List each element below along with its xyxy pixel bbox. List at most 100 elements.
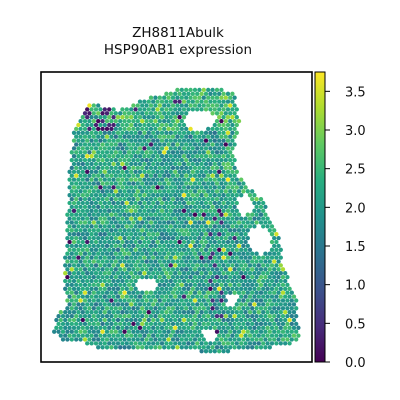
spot bbox=[76, 216, 81, 221]
spot bbox=[195, 91, 200, 96]
spot bbox=[80, 208, 85, 213]
spot bbox=[276, 251, 281, 256]
spot bbox=[78, 181, 83, 186]
spot bbox=[76, 294, 81, 299]
spot bbox=[146, 185, 151, 190]
spot bbox=[225, 239, 231, 245]
spot bbox=[208, 302, 213, 307]
spot bbox=[80, 146, 85, 151]
spot bbox=[184, 150, 189, 155]
spot bbox=[280, 274, 286, 280]
spot bbox=[192, 313, 198, 319]
spot bbox=[232, 337, 237, 342]
spot bbox=[195, 239, 200, 245]
spot bbox=[155, 263, 160, 268]
spot bbox=[177, 138, 182, 143]
spot bbox=[107, 107, 112, 112]
spot bbox=[164, 208, 169, 213]
spot bbox=[113, 220, 118, 225]
spot bbox=[181, 200, 187, 206]
spot bbox=[155, 333, 160, 338]
spot bbox=[232, 142, 237, 147]
spot bbox=[243, 317, 248, 323]
spot bbox=[258, 196, 264, 202]
spot bbox=[100, 235, 105, 241]
spot bbox=[144, 235, 149, 241]
spot bbox=[250, 220, 255, 225]
spot bbox=[91, 267, 96, 272]
spot bbox=[159, 302, 165, 307]
spot bbox=[236, 298, 242, 303]
spot bbox=[236, 118, 242, 124]
spot bbox=[258, 274, 264, 280]
spot bbox=[135, 290, 140, 295]
spot bbox=[190, 317, 195, 323]
spot bbox=[120, 341, 125, 346]
spot bbox=[173, 177, 178, 182]
spot bbox=[276, 235, 281, 241]
spot bbox=[168, 146, 173, 151]
spot bbox=[228, 118, 233, 124]
spot bbox=[137, 247, 143, 252]
spot bbox=[146, 294, 151, 299]
spot bbox=[175, 313, 180, 319]
spot bbox=[199, 216, 204, 221]
spot bbox=[280, 267, 286, 272]
spot bbox=[131, 337, 136, 342]
spot bbox=[89, 146, 94, 151]
spot bbox=[137, 154, 143, 159]
spot bbox=[234, 177, 239, 182]
spot bbox=[203, 263, 209, 268]
spot bbox=[186, 99, 191, 104]
spot bbox=[177, 185, 182, 190]
spot bbox=[214, 306, 220, 311]
spot bbox=[208, 349, 213, 354]
spot bbox=[142, 185, 147, 190]
spot bbox=[254, 212, 259, 217]
spot bbox=[289, 321, 294, 327]
spot bbox=[170, 329, 176, 334]
spot bbox=[287, 333, 292, 338]
spot bbox=[201, 243, 206, 249]
spot bbox=[146, 302, 151, 307]
spot bbox=[206, 173, 211, 178]
spot bbox=[155, 286, 160, 291]
spot bbox=[170, 298, 176, 303]
spot bbox=[115, 255, 121, 260]
spot bbox=[93, 154, 99, 159]
spot bbox=[208, 224, 213, 229]
spot bbox=[144, 173, 149, 178]
spot bbox=[223, 329, 228, 334]
spot bbox=[278, 278, 283, 284]
spot bbox=[208, 91, 213, 96]
spot bbox=[153, 173, 158, 178]
spot bbox=[223, 111, 228, 116]
spot bbox=[225, 333, 231, 338]
spot bbox=[113, 298, 118, 303]
spot bbox=[140, 150, 145, 155]
spot bbox=[118, 306, 123, 311]
spot bbox=[225, 325, 231, 330]
spot bbox=[65, 251, 70, 256]
spot bbox=[120, 138, 125, 143]
spot bbox=[144, 321, 149, 327]
spot bbox=[104, 259, 110, 264]
spot bbox=[177, 177, 182, 182]
spot bbox=[93, 294, 99, 299]
spot bbox=[100, 134, 105, 139]
spot bbox=[120, 302, 125, 307]
spot bbox=[100, 274, 105, 280]
spot bbox=[137, 263, 143, 268]
spot bbox=[210, 267, 215, 272]
spot bbox=[223, 103, 228, 108]
spot bbox=[159, 185, 165, 190]
spot bbox=[63, 325, 68, 330]
spot bbox=[223, 220, 228, 225]
spot bbox=[201, 95, 206, 100]
spot bbox=[135, 267, 140, 272]
spot bbox=[118, 243, 123, 249]
spot bbox=[162, 290, 167, 295]
spot bbox=[201, 196, 206, 202]
spot bbox=[122, 196, 127, 202]
spot bbox=[234, 169, 239, 174]
